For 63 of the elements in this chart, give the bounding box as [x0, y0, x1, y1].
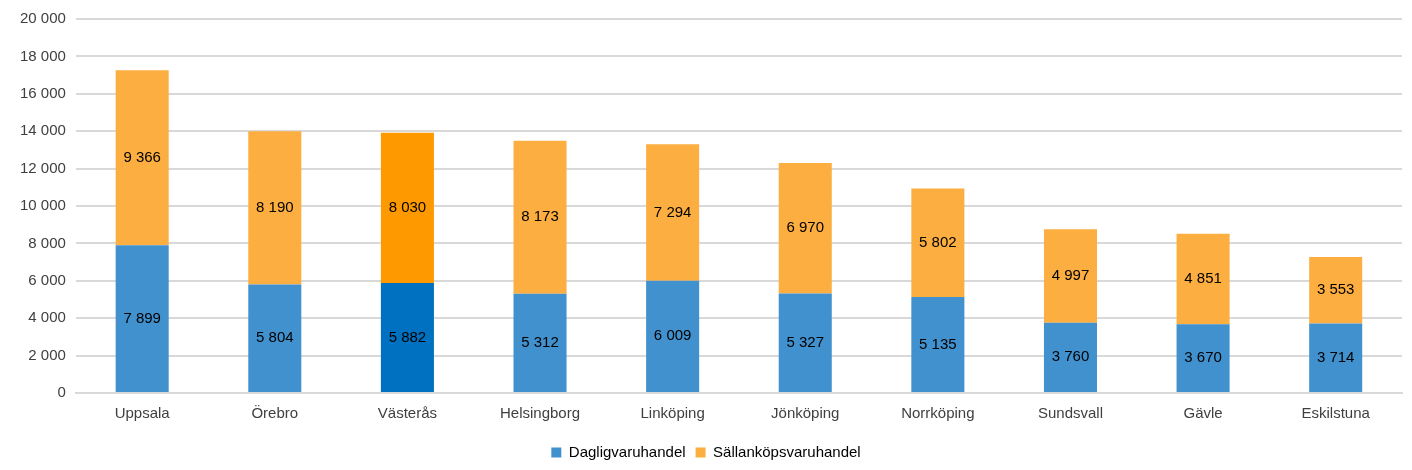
data-label: 5 135: [919, 334, 957, 352]
data-label: 7 294: [653, 202, 692, 220]
y-tick-label: 2 000: [28, 345, 66, 363]
bar: [115, 70, 169, 246]
data-label: 5 312: [521, 332, 559, 350]
bar: [248, 131, 302, 285]
data-label: 8 190: [256, 198, 294, 216]
bar: [513, 140, 567, 294]
data-label: 6 009: [653, 326, 692, 344]
x-tick-label: Uppsala: [114, 404, 171, 422]
bar: [646, 280, 700, 392]
x-tick-label: Eskilstuna: [1301, 404, 1371, 422]
x-tick-label: Sundsvall: [1037, 404, 1103, 422]
data-label: 4 997: [1051, 266, 1090, 284]
data-label: 6 970: [786, 218, 825, 236]
x-tick-label: Jönköping: [771, 404, 840, 422]
x-tick-label: Gävle: [1183, 404, 1223, 422]
y-tick-label: 4 000: [28, 308, 66, 326]
y-tick-label: 14 000: [19, 121, 66, 139]
x-tick-label: Västerås: [377, 404, 438, 422]
bar: [911, 188, 965, 297]
x-tick-label: Norrköping: [901, 404, 975, 422]
data-label: 8 030: [388, 198, 427, 216]
data-label: 3 670: [1184, 348, 1222, 366]
y-tick-label: 18 000: [19, 46, 66, 64]
bar: [911, 296, 965, 392]
bar: [646, 144, 700, 281]
y-tick-label: 6 000: [28, 270, 66, 288]
y-tick-label: 20 000: [19, 9, 66, 27]
x-tick-label: Linköping: [640, 404, 705, 422]
bar: [513, 293, 567, 392]
x-tick-label: Helsingborg: [500, 404, 581, 422]
legend-label: Sällanköpsvaruhandel: [713, 442, 861, 460]
data-label: 3 714: [1316, 347, 1355, 365]
data-label: 5 804: [256, 328, 294, 346]
bar: [1043, 229, 1097, 323]
bar: [1176, 233, 1230, 325]
data-label: 5 327: [786, 332, 825, 350]
bar: [1176, 324, 1230, 392]
y-tick-label: 10 000: [19, 196, 66, 214]
data-label: 8 173: [521, 207, 559, 225]
y-tick-label: 0: [57, 383, 66, 401]
bar: [248, 284, 302, 392]
data-label: 3 760: [1051, 347, 1090, 365]
data-label: 9 366: [123, 147, 161, 165]
data-label: 7 899: [123, 308, 161, 326]
bar: [115, 245, 169, 392]
data-label: 5 882: [388, 327, 427, 345]
bar: [1043, 322, 1097, 392]
data-label: 5 802: [919, 232, 957, 250]
data-label: 4 851: [1184, 269, 1222, 287]
bar: [380, 132, 434, 284]
data-label: 3 553: [1316, 280, 1355, 298]
bar: [778, 163, 832, 294]
bar: [1309, 257, 1363, 324]
bar: [380, 283, 434, 392]
bar: [778, 293, 832, 392]
legend-label: Dagligvaruhandel: [568, 442, 686, 460]
y-tick-label: 12 000: [19, 158, 66, 176]
y-tick-label: 16 000: [19, 83, 66, 101]
x-tick-label: Örebro: [251, 404, 299, 422]
y-tick-label: 8 000: [28, 233, 66, 251]
bar: [1309, 323, 1363, 392]
